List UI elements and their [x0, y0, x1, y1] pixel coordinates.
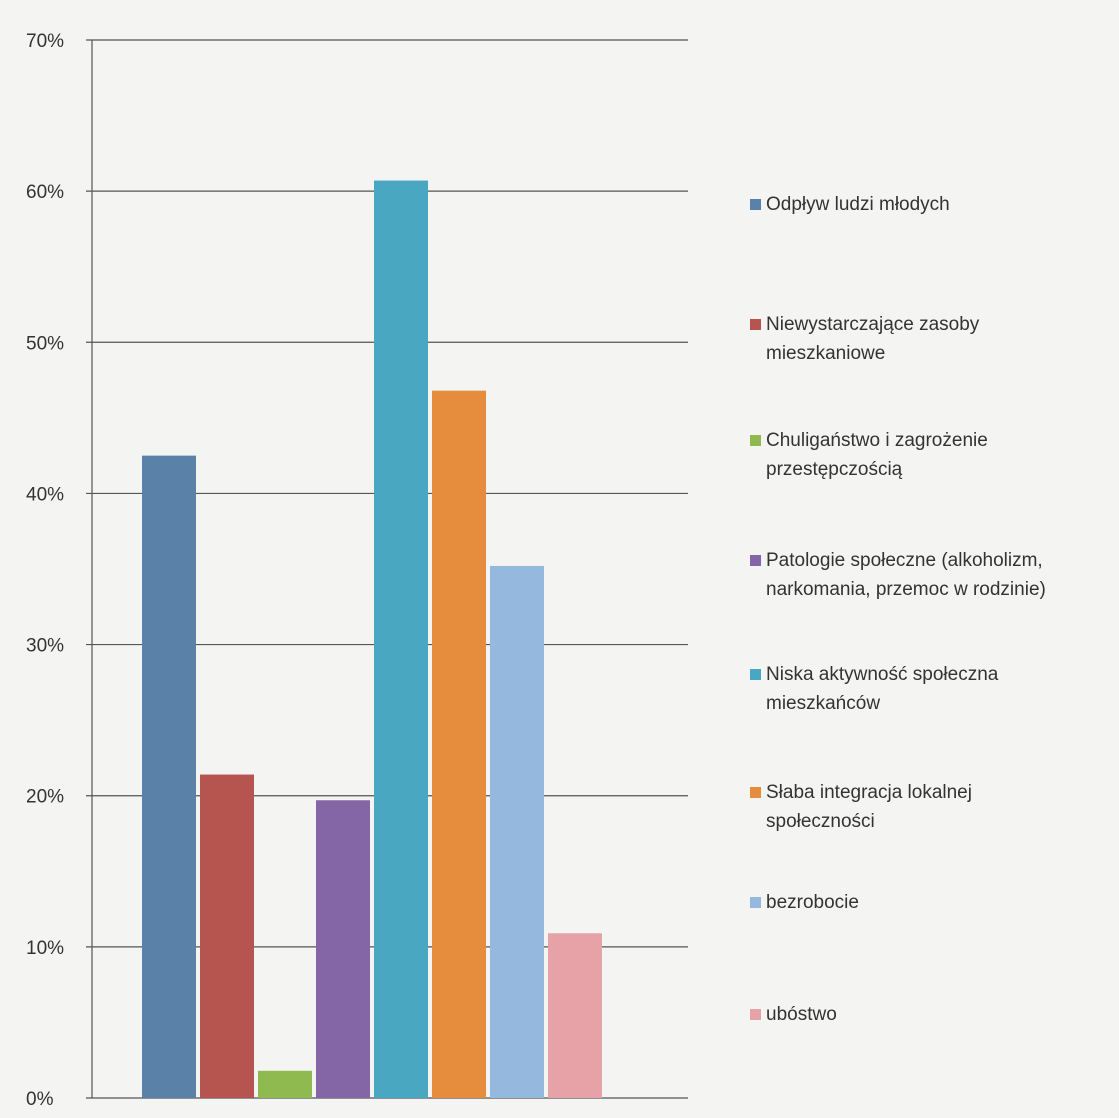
bar [200, 774, 254, 1098]
legend-swatch [750, 555, 761, 566]
legend-item: ubóstwo [750, 1000, 837, 1029]
legend-label: Chuligaństwo i zagrożenie przestępczości… [766, 430, 988, 480]
legend-swatch [750, 1009, 761, 1020]
bar [142, 455, 196, 1099]
bar [316, 800, 370, 1098]
y-tick-label: 30% [26, 636, 64, 657]
bar [432, 390, 486, 1098]
y-tick-label: 0% [26, 1089, 54, 1110]
legend-label: bezrobocie [766, 892, 859, 913]
legend-swatch [750, 787, 761, 798]
legend-swatch [750, 199, 761, 210]
legend-item: Niska aktywność społeczna mieszkańców [750, 660, 998, 718]
legend-item: Chuligaństwo i zagrożenie przestępczości… [750, 426, 988, 484]
legend-item: Słaba integracja lokalnej społeczności [750, 778, 972, 836]
bar [258, 1070, 312, 1098]
legend-item: bezrobocie [750, 888, 859, 917]
bar [374, 180, 428, 1098]
legend-swatch [750, 669, 761, 680]
y-tick-label: 50% [26, 333, 64, 354]
legend-label: Niska aktywność społeczna mieszkańców [766, 664, 999, 714]
legend-item: Niewystarczające zasoby mieszkaniowe [750, 310, 979, 368]
legend-item: Patologie społeczne (alkoholizm, narkoma… [750, 546, 1046, 604]
legend-label: Niewystarczające zasoby mieszkaniowe [766, 314, 980, 364]
bar [548, 933, 602, 1098]
y-tick-label: 70% [26, 31, 64, 52]
legend-label: Patologie społeczne (alkoholizm, narkoma… [766, 550, 1046, 600]
bar [490, 565, 544, 1098]
legend-swatch [750, 319, 761, 330]
bars [142, 180, 602, 1099]
legend-swatch [750, 897, 761, 908]
y-tick-label: 10% [26, 938, 64, 959]
legend-swatch [750, 435, 761, 446]
y-tick-label: 60% [26, 182, 64, 203]
legend-label: ubóstwo [766, 1004, 837, 1025]
y-tick-label: 40% [26, 484, 64, 505]
y-tick-label: 20% [26, 787, 64, 808]
y-axis: 0% 10% 20% 30% 40% 50% 60% 70% [26, 31, 93, 1110]
legend-item: Odpływ ludzi młodych [750, 190, 950, 219]
legend-label: Słaba integracja lokalnej społeczności [766, 782, 972, 832]
legend-label: Odpływ ludzi młodych [766, 194, 950, 215]
